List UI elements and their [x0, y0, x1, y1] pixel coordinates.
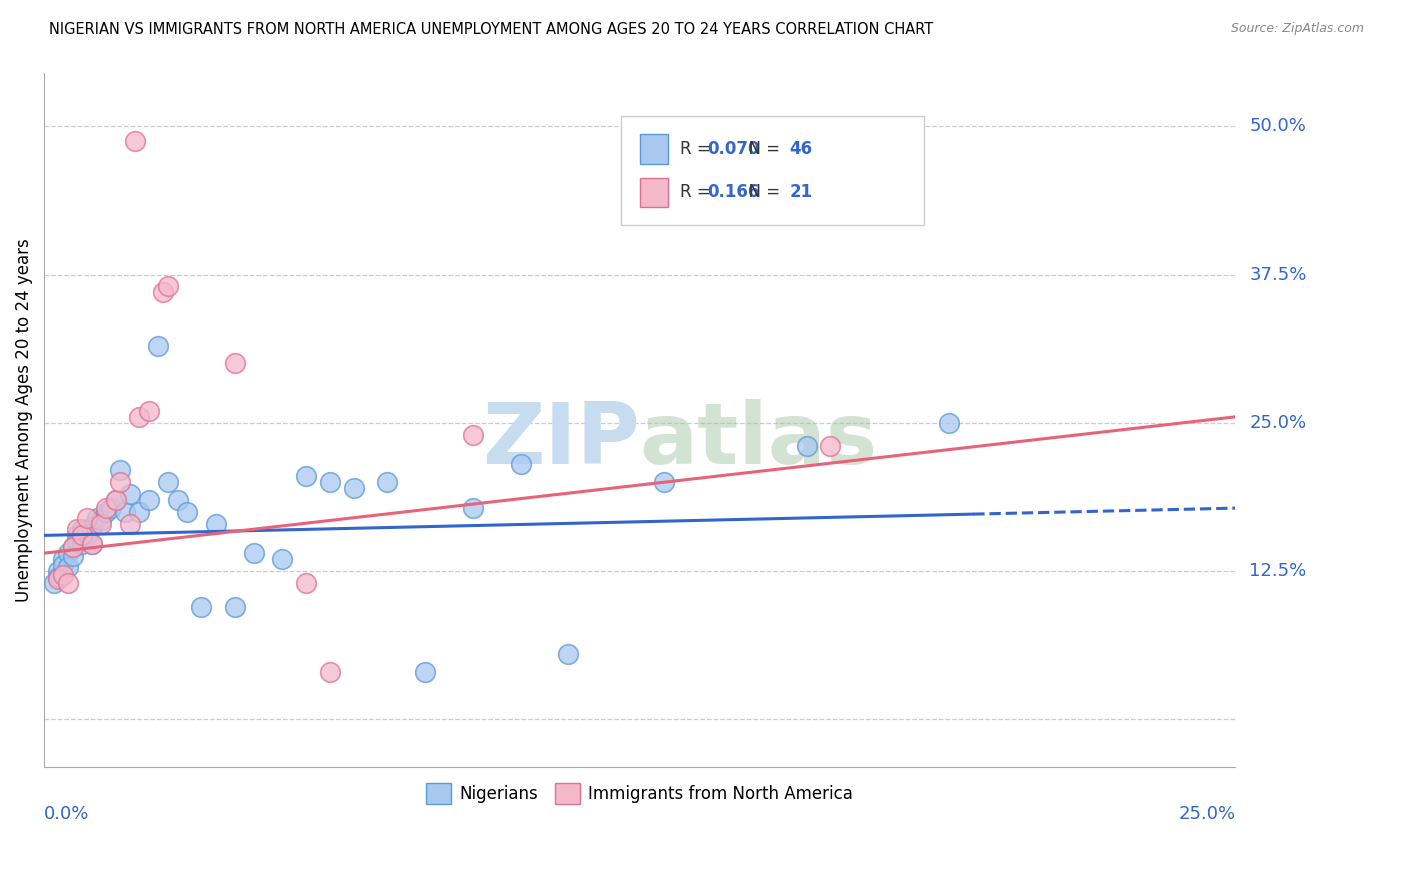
Point	[796, 440, 818, 454]
Point	[66, 534, 89, 549]
Point	[138, 404, 160, 418]
Text: 21: 21	[790, 184, 813, 202]
Point	[104, 492, 127, 507]
Text: N =: N =	[738, 184, 785, 202]
Point	[80, 537, 103, 551]
Point	[76, 510, 98, 524]
Point	[56, 546, 79, 560]
Point	[118, 516, 141, 531]
Point	[938, 416, 960, 430]
Point	[66, 528, 89, 542]
Point	[94, 505, 117, 519]
Y-axis label: Unemployment Among Ages 20 to 24 years: Unemployment Among Ages 20 to 24 years	[15, 238, 32, 602]
Point	[70, 523, 93, 537]
Point	[156, 279, 179, 293]
Legend: Nigerians, Immigrants from North America: Nigerians, Immigrants from North America	[419, 777, 860, 810]
Point	[128, 409, 150, 424]
Point	[295, 575, 318, 590]
Point	[114, 505, 136, 519]
Point	[190, 599, 212, 614]
Point	[509, 457, 531, 471]
Point	[557, 647, 579, 661]
Point	[62, 541, 84, 555]
Point	[48, 564, 70, 578]
Point	[148, 339, 170, 353]
Point	[138, 492, 160, 507]
Point	[94, 501, 117, 516]
Point	[62, 549, 84, 563]
Point	[242, 546, 264, 560]
Point	[70, 537, 93, 551]
Point	[166, 492, 188, 507]
Text: R =: R =	[681, 140, 716, 158]
Point	[204, 516, 226, 531]
Point	[152, 285, 174, 300]
Point	[224, 599, 246, 614]
Point	[461, 501, 484, 516]
Text: N =: N =	[738, 140, 785, 158]
Text: R =: R =	[681, 184, 721, 202]
Text: 50.0%: 50.0%	[1250, 118, 1306, 136]
Text: 12.5%: 12.5%	[1250, 562, 1306, 580]
Point	[100, 501, 122, 516]
Point	[343, 481, 366, 495]
Point	[56, 560, 79, 574]
Point	[52, 567, 75, 582]
Text: 37.5%: 37.5%	[1250, 266, 1306, 284]
Point	[319, 665, 342, 679]
Point	[110, 463, 132, 477]
Point	[652, 475, 675, 489]
Point	[90, 513, 112, 527]
Point	[90, 516, 112, 531]
Text: atlas: atlas	[640, 399, 877, 482]
Point	[42, 575, 65, 590]
Text: ZIP: ZIP	[482, 399, 640, 482]
Point	[52, 558, 75, 572]
Point	[104, 492, 127, 507]
Text: 0.0%: 0.0%	[44, 805, 90, 823]
Point	[415, 665, 437, 679]
Point	[70, 528, 93, 542]
Point	[319, 475, 342, 489]
Point	[128, 505, 150, 519]
Point	[271, 552, 294, 566]
Point	[820, 440, 842, 454]
Point	[80, 520, 103, 534]
Point	[48, 572, 70, 586]
Point	[52, 552, 75, 566]
Point	[56, 575, 79, 590]
Text: NIGERIAN VS IMMIGRANTS FROM NORTH AMERICA UNEMPLOYMENT AMONG AGES 20 TO 24 YEARS: NIGERIAN VS IMMIGRANTS FROM NORTH AMERIC…	[49, 22, 934, 37]
Point	[86, 510, 108, 524]
Text: 0.166: 0.166	[707, 184, 759, 202]
Text: 46: 46	[790, 140, 813, 158]
Text: 25.0%: 25.0%	[1178, 805, 1236, 823]
Point	[461, 427, 484, 442]
Point	[80, 537, 103, 551]
Text: Source: ZipAtlas.com: Source: ZipAtlas.com	[1230, 22, 1364, 36]
Text: 25.0%: 25.0%	[1250, 414, 1306, 432]
Point	[66, 523, 89, 537]
Point	[124, 134, 146, 148]
Point	[62, 541, 84, 555]
Point	[295, 469, 318, 483]
Point	[48, 570, 70, 584]
Point	[176, 505, 198, 519]
Point	[110, 475, 132, 489]
Point	[118, 487, 141, 501]
Point	[76, 528, 98, 542]
Point	[375, 475, 398, 489]
Text: 0.070: 0.070	[707, 140, 759, 158]
Point	[224, 356, 246, 370]
Point	[156, 475, 179, 489]
